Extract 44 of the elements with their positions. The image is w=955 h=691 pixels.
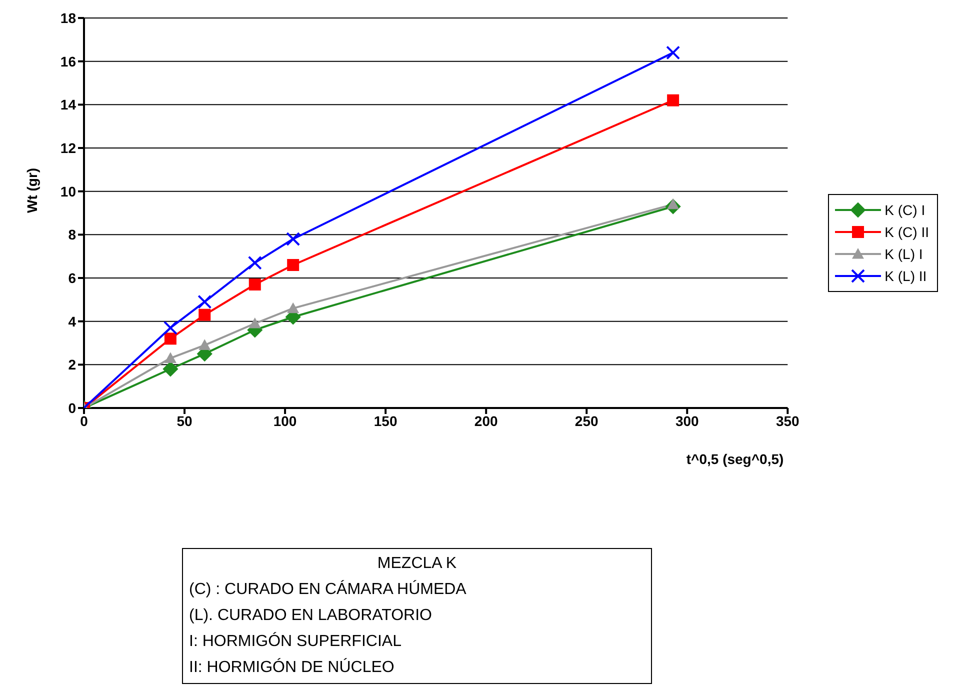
point [287,302,300,314]
legend-label: K (L) II [884,268,927,284]
point [198,294,212,309]
point [198,308,211,321]
point [248,256,262,270]
x-tick-label: 0 [80,412,88,429]
y-tick-label: 4 [68,313,76,330]
x-tick-label: 300 [675,412,700,429]
x-tick-label: 150 [374,412,398,429]
y-tick-label: 2 [68,356,76,373]
point [164,352,176,363]
legend-label: K (L) I [884,246,923,262]
y-tick-label: 6 [68,270,76,286]
x-tick-label: 50 [176,412,193,429]
x-tick-label: 200 [474,412,498,429]
point [162,361,178,377]
text: (L). CURADO EN LABORATORIO [189,606,433,626]
point [164,332,176,345]
x-tick-label: 250 [574,412,599,429]
legend-label: K (C) II [884,224,929,240]
y-axis-title: Wt (gr) [24,168,40,213]
text: II: HORMIGÓN DE NÚCLEO [189,657,396,678]
point [287,259,300,271]
point [248,318,261,328]
text: (C) : CURADO EN CÁMARA HÚMEDA [189,579,468,600]
point [163,320,178,335]
point [198,339,211,350]
x-tick-label: 100 [273,412,297,429]
y-tick-label: 12 [60,140,76,156]
text: MEZCLA K [376,554,458,574]
x-tick-label: 350 [776,412,800,429]
y-tick-label: 14 [60,96,76,113]
text: I: HORMIGÓN SUPERFICIAL [189,631,402,652]
point [666,46,680,60]
y-tick-label: 16 [60,53,76,70]
x-axis-title: t^0,5 (seg^0,5) [686,451,784,467]
y-tick-label: 0 [68,400,76,416]
legend-label: K (C) I [884,202,926,218]
point [286,232,300,246]
y-tick-label: 18 [60,10,76,26]
y-tick-label: 8 [68,226,76,243]
y-tick-label: 10 [60,183,76,200]
point [248,278,261,290]
point [667,94,680,106]
